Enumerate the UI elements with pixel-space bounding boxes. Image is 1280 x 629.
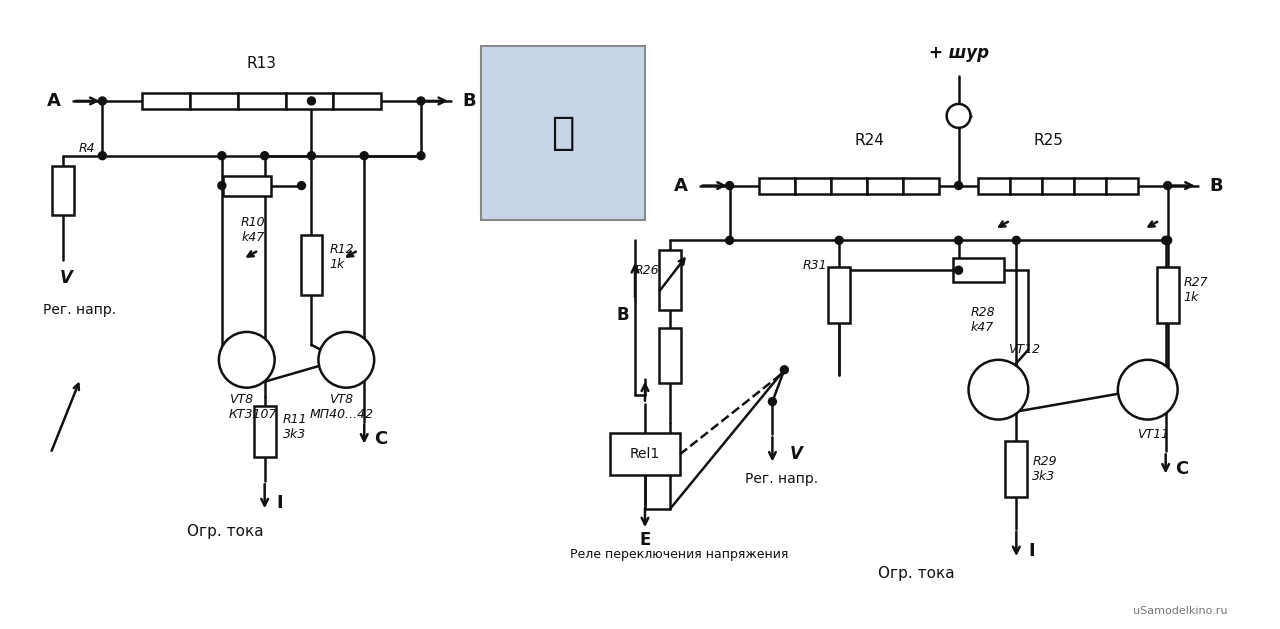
Bar xyxy=(867,177,902,194)
Text: Огр. тока: Огр. тока xyxy=(187,523,264,538)
Circle shape xyxy=(955,182,963,189)
Circle shape xyxy=(297,182,306,189)
Bar xyxy=(142,93,189,109)
Circle shape xyxy=(319,332,374,387)
Circle shape xyxy=(99,97,106,105)
Circle shape xyxy=(307,97,315,105)
Bar xyxy=(1005,442,1028,497)
Text: R29
3k3: R29 3k3 xyxy=(1032,455,1057,483)
Circle shape xyxy=(768,398,777,406)
Text: R25: R25 xyxy=(1033,133,1064,148)
Text: R13: R13 xyxy=(247,55,276,70)
Bar xyxy=(333,93,381,109)
Circle shape xyxy=(417,152,425,160)
Text: C: C xyxy=(374,430,388,448)
Circle shape xyxy=(360,152,369,160)
Text: Рег. напр.: Рег. напр. xyxy=(745,472,818,486)
Circle shape xyxy=(1162,237,1170,244)
Text: Реле переключения напряжения: Реле переключения напряжения xyxy=(571,548,788,562)
Text: R31: R31 xyxy=(803,259,827,272)
Bar xyxy=(189,93,238,109)
Bar xyxy=(659,250,681,310)
Bar xyxy=(759,177,795,194)
Text: МП40...42: МП40...42 xyxy=(310,408,374,421)
Text: B: B xyxy=(1210,177,1224,194)
Bar xyxy=(795,177,831,194)
Bar xyxy=(611,433,680,476)
Text: R28
k47: R28 k47 xyxy=(970,306,995,334)
Circle shape xyxy=(1164,237,1171,244)
Circle shape xyxy=(1164,182,1171,189)
Text: Rel1: Rel1 xyxy=(630,447,660,462)
Text: R24: R24 xyxy=(854,133,884,148)
Bar xyxy=(253,406,275,457)
Bar xyxy=(51,165,73,216)
Text: КТ3107: КТ3107 xyxy=(229,408,278,421)
Text: R4: R4 xyxy=(78,142,95,155)
Text: Огр. тока: Огр. тока xyxy=(878,566,955,581)
Text: R11
3k3: R11 3k3 xyxy=(283,413,307,440)
Bar xyxy=(1106,177,1138,194)
Circle shape xyxy=(955,266,963,274)
Circle shape xyxy=(969,360,1028,420)
Bar xyxy=(952,259,1005,282)
Bar xyxy=(659,328,681,382)
Text: + шур: + шур xyxy=(928,44,988,62)
Text: A: A xyxy=(46,92,60,110)
Circle shape xyxy=(726,237,733,244)
Circle shape xyxy=(1117,360,1178,420)
Text: VT12: VT12 xyxy=(1009,343,1041,357)
Bar xyxy=(223,175,270,196)
Text: E: E xyxy=(639,531,650,549)
Bar xyxy=(285,93,333,109)
Bar xyxy=(1010,177,1042,194)
Text: VT8: VT8 xyxy=(229,393,253,406)
Text: B: B xyxy=(463,92,476,110)
Bar xyxy=(1157,267,1179,323)
Text: 🤖: 🤖 xyxy=(550,114,573,152)
Circle shape xyxy=(835,237,844,244)
Circle shape xyxy=(261,152,269,160)
Text: R26: R26 xyxy=(635,264,659,277)
Circle shape xyxy=(781,366,788,374)
Text: VT8: VT8 xyxy=(329,393,353,406)
Circle shape xyxy=(218,152,225,160)
Text: Рег. напр.: Рег. напр. xyxy=(42,303,115,317)
Circle shape xyxy=(99,152,106,160)
Circle shape xyxy=(307,152,315,160)
Circle shape xyxy=(218,182,225,189)
Text: C: C xyxy=(1175,460,1189,478)
Bar xyxy=(1074,177,1106,194)
Circle shape xyxy=(417,97,425,105)
Text: R10
k47: R10 k47 xyxy=(241,216,265,245)
Text: I: I xyxy=(1028,542,1036,560)
Bar xyxy=(828,267,850,323)
Circle shape xyxy=(1012,237,1020,244)
Bar xyxy=(301,235,323,295)
Text: R27
1k: R27 1k xyxy=(1184,276,1208,304)
Text: B: B xyxy=(617,306,630,324)
Bar xyxy=(831,177,867,194)
Circle shape xyxy=(947,104,970,128)
Bar xyxy=(238,93,285,109)
Text: uSamodelkino.ru: uSamodelkino.ru xyxy=(1133,606,1228,616)
Text: VT11: VT11 xyxy=(1137,428,1169,441)
Bar xyxy=(978,177,1010,194)
Text: I: I xyxy=(276,494,283,512)
Circle shape xyxy=(955,237,963,244)
Bar xyxy=(902,177,938,194)
Circle shape xyxy=(726,182,733,189)
Bar xyxy=(481,46,645,220)
Text: V: V xyxy=(60,269,73,287)
Text: R12
1k: R12 1k xyxy=(329,243,355,271)
Bar xyxy=(1042,177,1074,194)
Text: V: V xyxy=(790,445,803,464)
Circle shape xyxy=(219,332,275,387)
Text: A: A xyxy=(673,177,687,194)
